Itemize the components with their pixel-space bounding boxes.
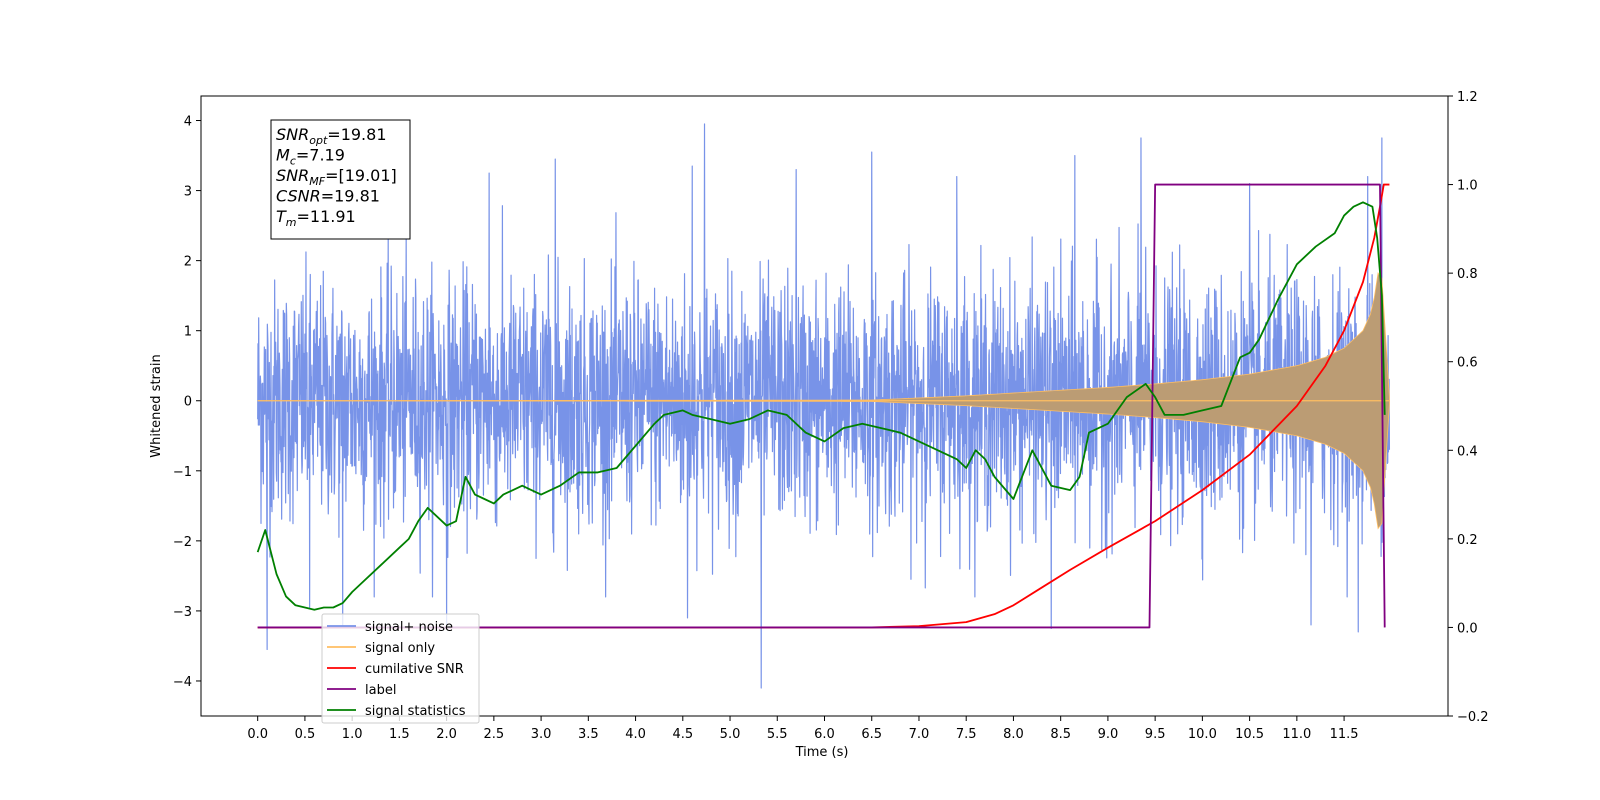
y-tick-label: 2 bbox=[184, 255, 192, 270]
x-tick-label: 8.0 bbox=[1003, 727, 1024, 742]
info-box-line: CSNR=19.81 bbox=[276, 187, 380, 206]
legend-entry: signal statistics bbox=[365, 704, 466, 719]
x-tick-label: 2.0 bbox=[436, 727, 457, 742]
legend-frame bbox=[321, 613, 480, 724]
x-tick-label: 4.5 bbox=[672, 727, 693, 742]
y-tick-label: −2 bbox=[173, 535, 192, 550]
y2-tick-label: 1.2 bbox=[1457, 90, 1478, 105]
x-tick-label: 9.0 bbox=[1098, 727, 1119, 742]
series-signal-plus-noise bbox=[257, 123, 1391, 689]
x-tick-label: 10.5 bbox=[1235, 727, 1264, 742]
y2-tick-label: 0.8 bbox=[1457, 267, 1478, 282]
x-tick-label: 11.0 bbox=[1282, 727, 1311, 742]
y-tick-label: −4 bbox=[173, 675, 192, 690]
x-tick-label: 8.5 bbox=[1050, 727, 1071, 742]
x-tick-label: 1.0 bbox=[342, 727, 363, 742]
x-tick-label: 2.5 bbox=[484, 727, 505, 742]
x-tick-label: 4.0 bbox=[625, 727, 646, 742]
info-box-line: SNRopt=19.81 bbox=[276, 125, 387, 147]
x-tick-label: 3.5 bbox=[578, 727, 599, 742]
series-signal-statistics bbox=[256, 201, 1386, 611]
plot-area bbox=[200, 95, 1449, 717]
y-axis-left: −4 −3 −2 −1 0 1 2 3 4 bbox=[173, 115, 201, 690]
info-box-line: Mc=7.19 bbox=[276, 146, 345, 168]
x-axis-label: Time (s) bbox=[795, 745, 849, 760]
info-box-line: SNRMF=[19.01] bbox=[276, 166, 397, 188]
x-tick-label: 1.5 bbox=[389, 727, 410, 742]
y-axis-label: Whitened strain bbox=[149, 354, 164, 457]
x-tick-label: 7.0 bbox=[909, 727, 930, 742]
legend-entry: cumilative SNR bbox=[365, 662, 464, 677]
x-tick-label: 5.5 bbox=[767, 727, 788, 742]
series-layer bbox=[256, 123, 1391, 689]
y-tick-label: −1 bbox=[173, 465, 192, 480]
legend-entry: signal+ noise bbox=[365, 620, 453, 635]
y2-tick-label: 0.4 bbox=[1457, 444, 1478, 459]
info-box: SNRopt=19.81Mc=7.19SNRMF=[19.01]CSNR=19.… bbox=[270, 119, 411, 240]
x-tick-label: 6.5 bbox=[861, 727, 882, 742]
x-tick-label: 3.0 bbox=[531, 727, 552, 742]
y2-tick-label: −0.2 bbox=[1457, 710, 1489, 725]
y-tick-label: 0 bbox=[184, 395, 192, 410]
info-box-frame bbox=[270, 119, 411, 240]
x-tick-label: 10.0 bbox=[1188, 727, 1217, 742]
x-tick-label: 11.5 bbox=[1330, 727, 1359, 742]
y2-tick-label: 0.2 bbox=[1457, 533, 1478, 548]
y-tick-label: 3 bbox=[184, 185, 192, 200]
x-tick-label: 0.5 bbox=[295, 727, 316, 742]
legend: signal+ noise signal only cumilative SNR la… bbox=[321, 613, 480, 724]
y-axis-right: −0.2 0.0 0.2 0.4 0.6 0.8 1.0 1.2 bbox=[1448, 90, 1489, 725]
y-tick-label: 4 bbox=[184, 115, 192, 130]
x-tick-label: 9.5 bbox=[1145, 727, 1166, 742]
x-tick-label: 5.0 bbox=[720, 727, 741, 742]
legend-entry: signal only bbox=[365, 641, 435, 656]
series-label bbox=[257, 183, 1386, 629]
x-tick-label: 6.0 bbox=[814, 727, 835, 742]
y2-tick-label: 0.6 bbox=[1457, 356, 1478, 371]
legend-entry: label bbox=[365, 683, 396, 698]
y-tick-label: −3 bbox=[173, 605, 192, 620]
series-cumulative-snr bbox=[257, 183, 1390, 629]
x-tick-label: 7.5 bbox=[956, 727, 977, 742]
info-box-line: Tm=11.91 bbox=[276, 207, 356, 229]
x-axis: 0.0 0.5 1.0 1.5 2.0 2.5 3.0 3.5 4.0 4.5 5.0 5.5 6.0 6… bbox=[247, 716, 1359, 742]
y2-tick-label: 0.0 bbox=[1457, 621, 1478, 636]
x-tick-label: 0.0 bbox=[247, 727, 268, 742]
y2-tick-label: 1.0 bbox=[1457, 179, 1478, 194]
y-tick-label: 1 bbox=[184, 325, 192, 340]
